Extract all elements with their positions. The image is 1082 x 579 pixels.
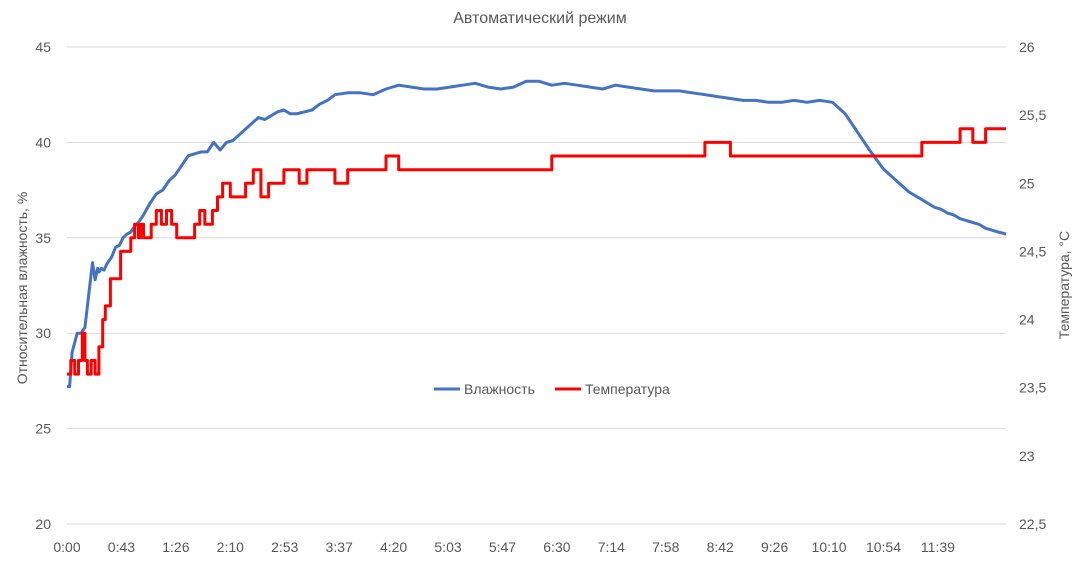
x-tick-label: 5:47 [489,539,516,555]
left-axis-ticks: 20 25 30 35 40 45 [35,39,51,532]
left-axis-title: Относительная влажность, % [14,192,30,385]
left-tick-label: 40 [35,134,51,150]
x-tick-label: 9:26 [761,539,788,555]
left-tick-label: 35 [35,230,51,246]
x-tick-label: 3:37 [326,539,353,555]
chart-title: Автоматический режим [453,10,627,27]
x-tick-label: 2:10 [217,539,244,555]
x-tick-label: 11:39 [921,539,955,555]
legend: Влажность Температура [434,381,670,397]
x-tick-label: 8:42 [707,539,734,555]
right-tick-label: 26 [1019,39,1035,55]
x-tick-label: 10:10 [812,539,847,555]
right-tick-label: 24,5 [1019,243,1046,259]
right-tick-label: 24 [1019,312,1035,328]
x-tick-label: 2:53 [271,539,298,555]
x-tick-label: 7:58 [652,539,679,555]
legend-label: Температура [585,381,670,397]
right-tick-label: 22,5 [1019,516,1046,532]
legend-label: Влажность [464,381,535,397]
left-tick-label: 30 [35,325,51,341]
x-tick-label: 6:30 [543,539,570,555]
x-axis-ticks: 0:00 0:43 1:26 2:10 2:53 3:37 4:20 5:03 5:47 6:30… [53,539,955,555]
right-tick-label: 25,5 [1019,107,1046,123]
left-tick-label: 25 [35,421,51,437]
series-layer [67,79,1007,389]
right-tick-label: 23,5 [1019,380,1046,396]
right-axis-title: Температура, °C [1056,231,1072,339]
x-tick-label: 0:00 [53,539,80,555]
right-axis-ticks: 22,5 23 23,5 24 24,5 25 25,5 26 [1019,39,1046,532]
x-tick-label: 4:20 [380,539,407,555]
series-line-temperature [67,127,1006,376]
x-tick-label: 5:03 [434,539,461,555]
gridlines [67,46,1006,525]
x-tick-label: 1:26 [162,539,189,555]
x-tick-label: 0:43 [108,539,135,555]
series-line-humidity [67,79,1007,389]
right-tick-label: 25 [1019,175,1035,191]
x-tick-label: 10:54 [866,539,901,555]
left-tick-label: 20 [35,516,51,532]
left-tick-label: 45 [35,39,51,55]
x-tick-label: 7:14 [598,539,625,555]
right-tick-label: 23 [1019,448,1035,464]
